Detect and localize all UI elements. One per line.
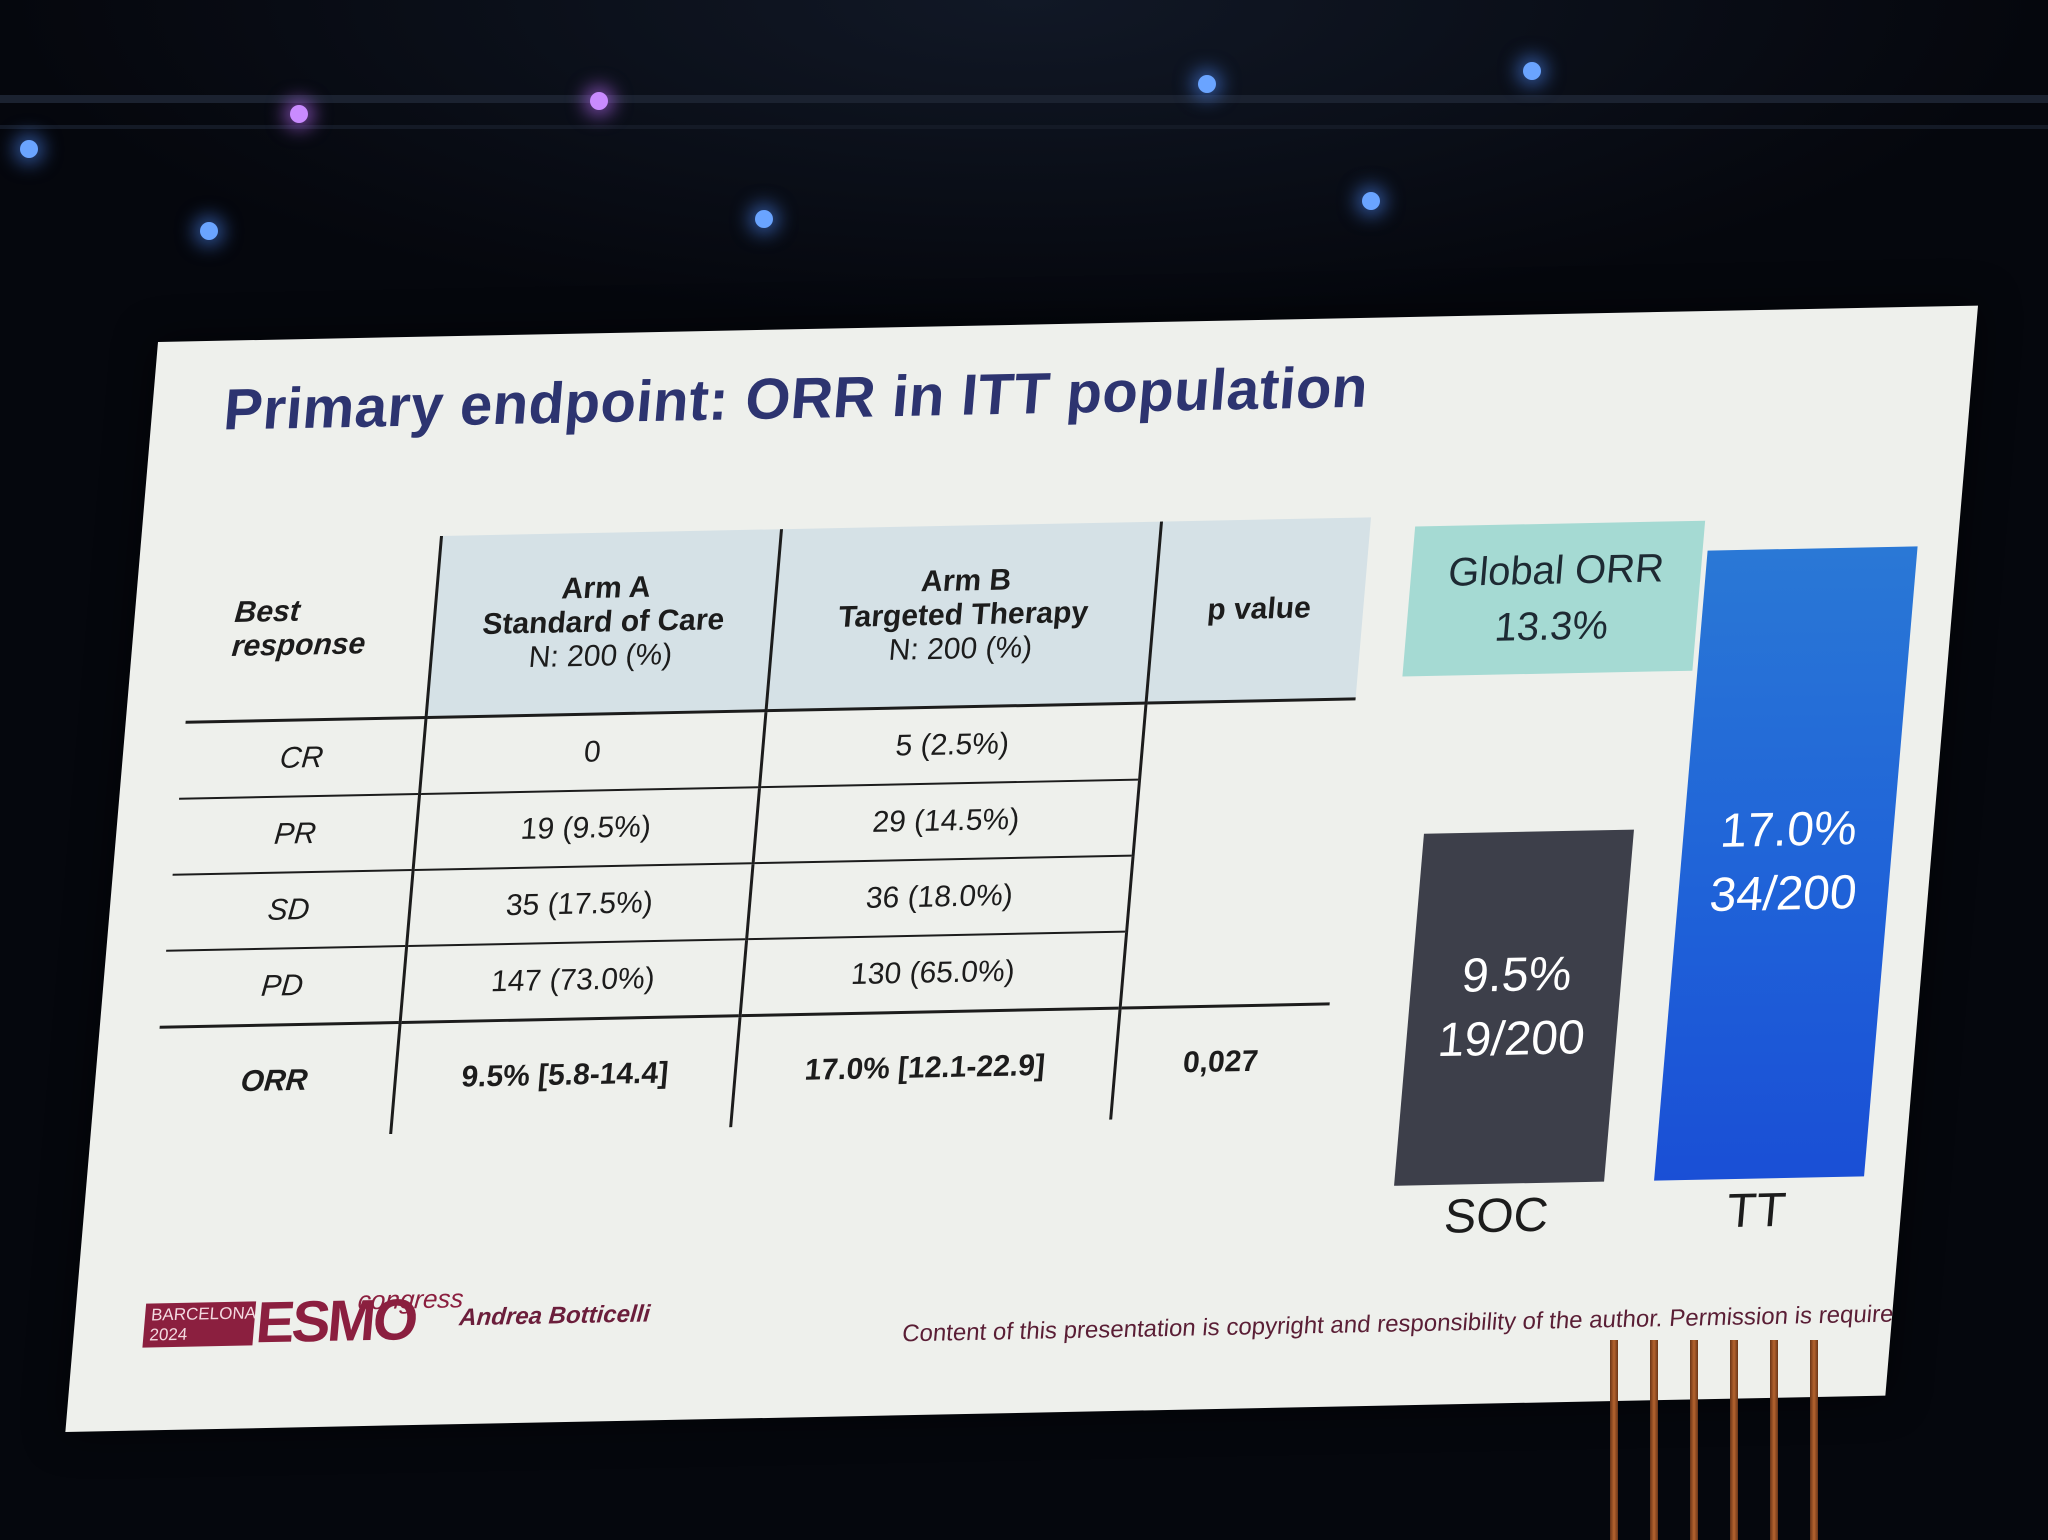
- header-arm-b: Arm B Targeted Therapy N: 200 (%): [765, 521, 1161, 711]
- bamboo-decor: [1610, 1340, 1830, 1540]
- table-header-row: Best response Arm A Standard of Care N: …: [185, 517, 1371, 723]
- row-label: PR: [172, 794, 420, 875]
- bamboo-stick: [1610, 1340, 1618, 1540]
- esmo-logo: BARCELONA 2024 ESMO congress: [141, 1283, 465, 1366]
- response-table: Best response Arm A Standard of Care N: …: [150, 517, 1371, 1139]
- bamboo-stick: [1810, 1340, 1818, 1540]
- arm-b-n: N: 200 (%): [887, 630, 1034, 667]
- cell-p: [1139, 699, 1356, 780]
- cell-arm-a: 147 (73.0%): [399, 939, 747, 1023]
- bar-soc-pct-label: 9.5%: [1459, 947, 1574, 1003]
- header-arm-a: Arm A Standard of Care N: 200 (%): [425, 529, 781, 718]
- esmo-year: 2024: [148, 1324, 189, 1345]
- bamboo-stick: [1650, 1340, 1658, 1540]
- row-label: CR: [179, 717, 426, 799]
- esmo-logo-badge: BARCELONA 2024: [142, 1301, 257, 1348]
- cell-p: [1126, 851, 1342, 931]
- stage-light: [290, 105, 308, 123]
- cell-p: [1120, 927, 1337, 1008]
- bar-tt-fraction-label: 34/200: [1707, 866, 1859, 922]
- bamboo-stick: [1690, 1340, 1698, 1540]
- cell-arm-a: 0: [419, 710, 766, 794]
- arm-a-n: N: 200 (%): [527, 638, 674, 675]
- presentation-screen: Primary endpoint: ORR in ITT population …: [65, 305, 1979, 1433]
- bar-soc: 9.5% 19/200: [1394, 829, 1634, 1186]
- cell-arm-b: 130 (65.0%): [739, 931, 1127, 1016]
- orr-bar-chart: 9.5% 19/200 SOC 17.0% 34/200 TT: [1384, 496, 1952, 1306]
- header-p-value: p value: [1145, 517, 1371, 704]
- cell-arm-b: 36 (18.0%): [746, 855, 1133, 940]
- stage-light: [20, 140, 38, 158]
- bar-soc-fraction-label: 19/200: [1435, 1011, 1587, 1068]
- esmo-congress: congress: [356, 1283, 465, 1316]
- bamboo-stick: [1770, 1340, 1778, 1540]
- bar-category-label: TT: [1724, 1183, 1788, 1239]
- esmo-city: BARCELONA: [150, 1303, 257, 1325]
- orr-arm-a: 9.5% [5.8-14.4]: [390, 1015, 740, 1134]
- stage-ceiling: [0, 0, 2048, 330]
- cell-arm-a: 35 (17.5%): [406, 863, 753, 946]
- row-label: SD: [166, 870, 413, 951]
- lighting-truss: [0, 95, 2048, 103]
- row-label-orr: ORR: [150, 1022, 400, 1139]
- row-label: PD: [159, 946, 407, 1028]
- stage-light: [1198, 75, 1216, 93]
- lighting-truss-lower: [0, 125, 2048, 129]
- bar-category-label: SOC: [1442, 1188, 1551, 1244]
- table-row-orr: ORR 9.5% [5.8-14.4] 17.0% [12.1-22.9] 0,…: [150, 1003, 1330, 1139]
- cell-p: [1133, 775, 1349, 855]
- arm-a-desc: Standard of Care: [481, 603, 726, 642]
- stage-light: [590, 92, 608, 110]
- cell-arm-b: 29 (14.5%): [752, 779, 1140, 864]
- stage-light: [755, 210, 773, 228]
- cell-arm-b: 5 (2.5%): [759, 703, 1146, 788]
- cell-arm-a: 19 (9.5%): [412, 787, 760, 870]
- orr-p-value: 0,027: [1110, 1003, 1330, 1120]
- slide-title: Primary endpoint: ORR in ITT population: [221, 354, 1371, 443]
- orr-arm-b: 17.0% [12.1-22.9]: [730, 1008, 1120, 1128]
- table-corner: Best response: [185, 536, 441, 723]
- bar-tt: 17.0% 34/200: [1654, 546, 1918, 1181]
- stage-light: [1523, 62, 1541, 80]
- stage-light: [1362, 192, 1380, 210]
- author-name: Andrea Botticelli: [458, 1300, 652, 1332]
- bar-tt-pct-label: 17.0%: [1718, 802, 1859, 858]
- stage-light: [200, 222, 218, 240]
- bamboo-stick: [1730, 1340, 1738, 1540]
